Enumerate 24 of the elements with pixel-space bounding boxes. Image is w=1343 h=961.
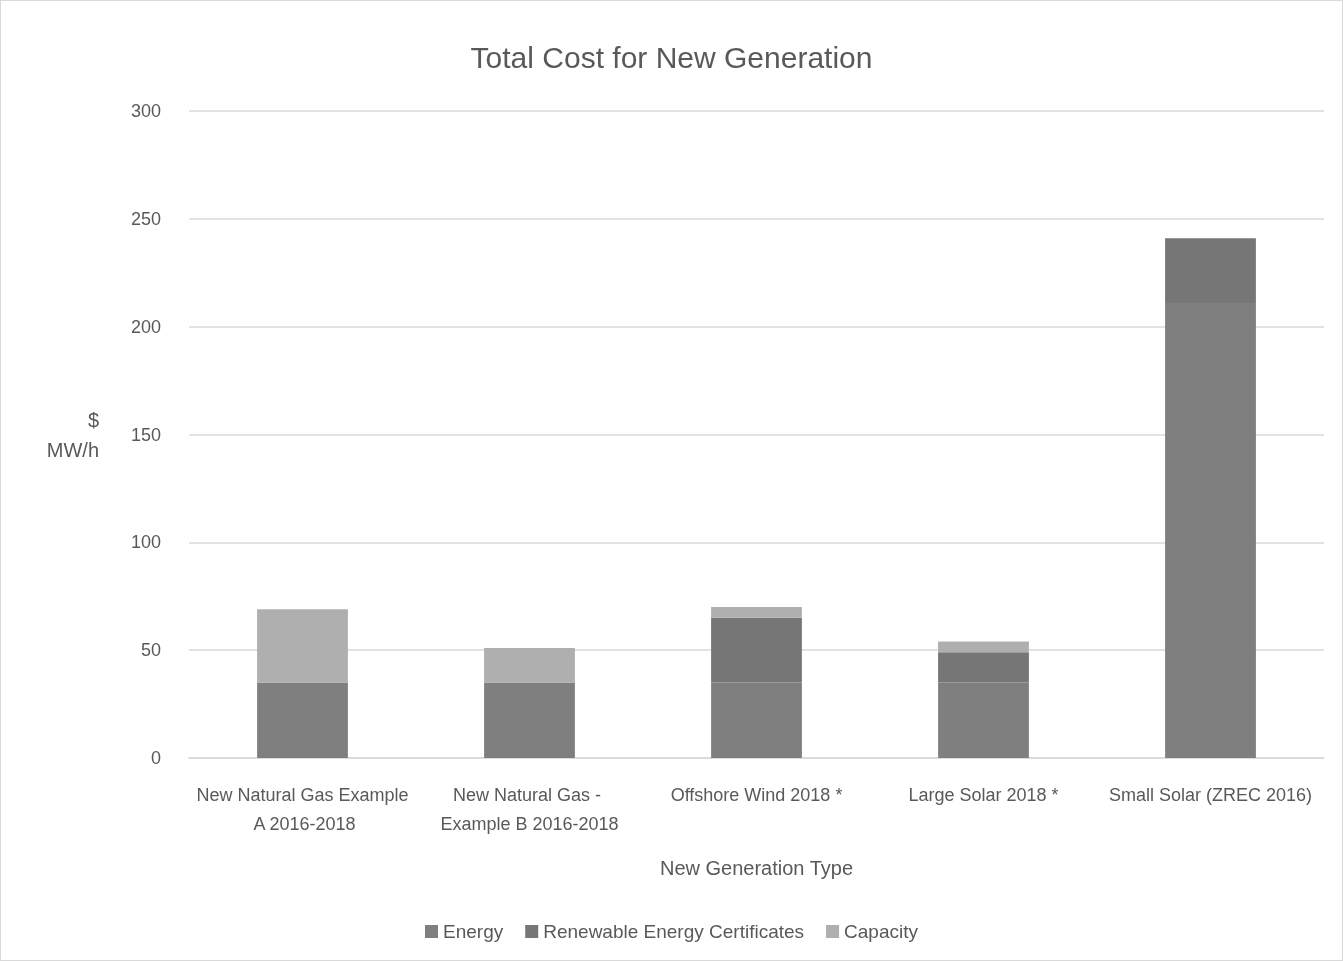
y-tick-label: 250 [130,208,161,229]
y-tick-label: 300 [130,101,161,121]
x-axis-title: New Generation Type [659,857,854,879]
y-tick-label: 50 [140,640,161,661]
legend-label: Renewable Energy Certificates [543,921,805,942]
bar [484,648,575,683]
x-tick-label: New Natural Gas Example A 2016-2018 [196,784,409,834]
x-tick-label: Offshore Wind 2018 * [670,784,843,805]
x-tick-label: Large Solar 2018 * [908,784,1059,805]
x-tick-label: Small Solar (ZREC 2016) [1108,784,1313,805]
y-tick-label: 100 [130,532,161,553]
bar [484,682,575,758]
bar [257,682,348,758]
bar [257,609,348,683]
x-tick-label: New Natural Gas - Example B 2016-2018 [440,784,619,834]
bar [938,641,1029,653]
chart-title: Total Cost for New Generation [470,40,873,74]
y-tick-label: 150 [130,424,161,445]
y-tick-label: 0 [150,748,161,768]
legend-label: Energy [443,921,504,942]
y-tick-label: 200 [130,316,161,337]
y-axis-title: $ MW/h [46,408,99,461]
legend-label: Capacity [844,921,919,942]
bar [711,607,802,618]
